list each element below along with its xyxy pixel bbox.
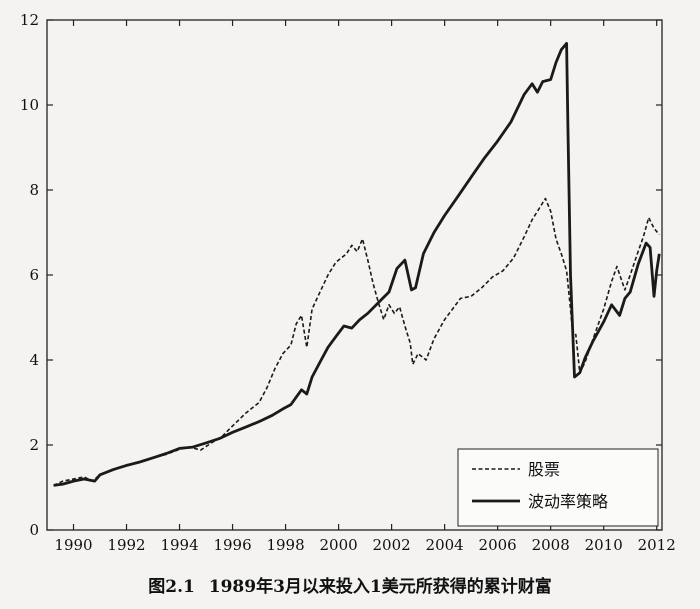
x-tick-label: 2002 (373, 536, 411, 554)
y-tick-label: 0 (29, 521, 39, 539)
figure-caption: 图2.1 1989年3月以来投入1美元所获得的累计财富 (0, 572, 700, 597)
legend-label-1: 股票 (528, 460, 560, 479)
y-tick-label: 6 (29, 266, 39, 284)
y-tick-label: 10 (20, 96, 39, 114)
x-tick-label: 2012 (638, 536, 676, 554)
x-tick-label: 1990 (54, 536, 92, 554)
x-tick-label: 2006 (479, 536, 517, 554)
y-tick-label: 4 (29, 351, 39, 369)
x-tick-label: 1994 (160, 536, 198, 554)
y-tick-label: 2 (29, 436, 39, 454)
x-tick-label: 1996 (213, 536, 251, 554)
legend-label-2: 波动率策略 (528, 492, 608, 511)
y-tick-label: 12 (20, 11, 39, 29)
x-tick-label: 2000 (320, 536, 358, 554)
y-tick-label: 8 (29, 181, 39, 199)
x-tick-label: 2004 (426, 536, 464, 554)
series-line-2 (53, 42, 661, 487)
line-chart: 0 2 4 6 8 10 12 1990 1992 1994 1996 1998 2000 2002 200… (20, 11, 676, 554)
series-line-1 (53, 197, 660, 487)
caption-text: 1989年3月以来投入1美元所获得的累计财富 (208, 577, 552, 597)
x-tick-label: 1998 (266, 536, 304, 554)
caption-label: 图2.1 (148, 577, 195, 597)
x-tick-label: 2008 (532, 536, 570, 554)
legend-box (457, 448, 659, 527)
series-group (53, 42, 661, 487)
axes: 0 2 4 6 8 10 12 1990 1992 1994 1996 1998 2000 2002 200… (20, 11, 676, 554)
x-tick-label: 1992 (107, 536, 145, 554)
x-tick-label: 2010 (585, 536, 623, 554)
